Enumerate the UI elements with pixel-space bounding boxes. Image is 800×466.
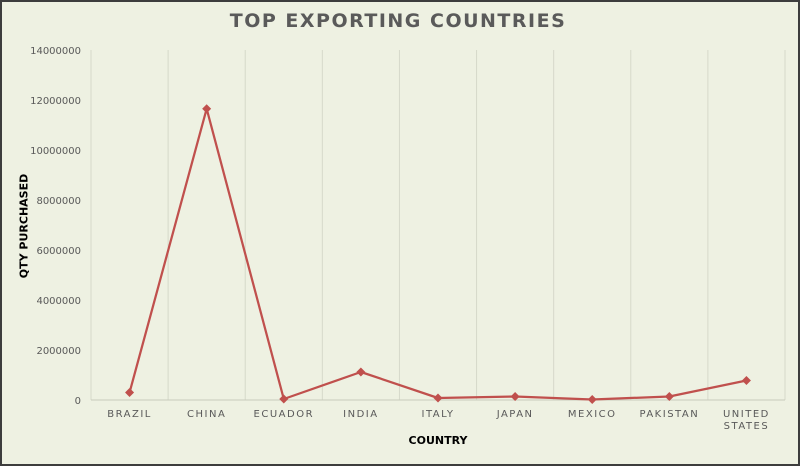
y-tick-label: 0 <box>75 396 81 407</box>
data-point-marker <box>510 392 520 401</box>
data-point-marker <box>587 395 597 404</box>
gridlines <box>90 50 786 400</box>
x-tick-label: ITALY <box>422 409 455 420</box>
data-point-marker <box>202 104 212 114</box>
data-series <box>125 104 751 404</box>
x-tick-label: CHINA <box>187 409 226 420</box>
x-tick-label: MEXICO <box>568 409 617 420</box>
x-tick-label: UNITED STATES <box>723 409 770 432</box>
data-point-marker <box>356 367 366 377</box>
data-point-marker <box>433 393 443 403</box>
x-axis-ticks: BRAZIL CHINA ECUADOR INDIA ITALY JAPAN MEXICO P… <box>107 409 770 432</box>
chart-title: TOP EXPORTING COUNTRIES <box>229 10 567 32</box>
y-tick-label: 6000000 <box>36 246 81 257</box>
x-tick-label: INDIA <box>343 409 378 420</box>
data-point-marker <box>279 394 289 404</box>
data-point-marker <box>741 376 751 385</box>
y-tick-label: 10000000 <box>30 146 81 157</box>
y-tick-label: 2000000 <box>36 346 81 357</box>
series-line <box>128 107 747 401</box>
x-tick-label: JAPAN <box>496 409 534 420</box>
y-tick-label: 8000000 <box>36 196 81 207</box>
y-tick-label: 14000000 <box>30 46 81 57</box>
y-axis-ticks: 0 2000000 4000000 6000000 8000000 10000000 120… <box>30 46 81 407</box>
data-point-marker <box>125 388 135 397</box>
y-tick-label: 4000000 <box>36 296 81 307</box>
x-tick-label: ECUADOR <box>254 409 314 420</box>
x-tick-label: PAKISTAN <box>639 409 699 420</box>
x-axis-title: COUNTRY <box>408 434 468 447</box>
data-point-marker <box>664 392 674 401</box>
y-tick-label: 12000000 <box>30 96 81 107</box>
x-tick-label: BRAZIL <box>107 409 152 420</box>
